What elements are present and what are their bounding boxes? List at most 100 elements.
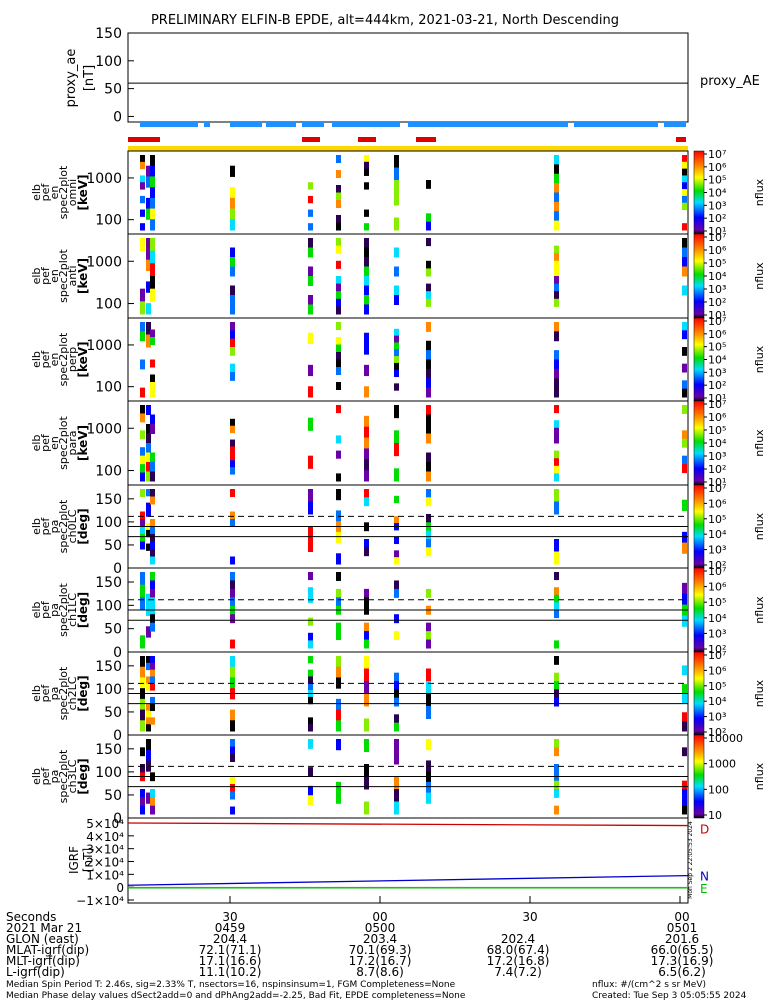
panel-yunit: [keV] xyxy=(76,258,90,294)
pa-ytick-label: 50 xyxy=(104,622,122,638)
spectrogram-cell xyxy=(308,724,313,732)
spectrogram-cell xyxy=(554,359,559,370)
panel-ylabel-line: en xyxy=(48,186,61,200)
spectrogram-cell xyxy=(426,514,431,523)
spectrogram-cell xyxy=(426,497,431,507)
spectrogram-cell xyxy=(364,718,369,732)
spectrogram-cell xyxy=(682,464,687,474)
spectrogram-cell xyxy=(554,489,559,502)
spectrogram-cell xyxy=(336,631,341,641)
spectrogram-cell xyxy=(554,739,559,748)
colorbar-label: nflux xyxy=(753,178,766,206)
spectrogram-cell xyxy=(150,572,155,581)
spectrogram-cell xyxy=(554,764,559,773)
spectrogram-cell xyxy=(682,499,687,511)
spin-status-bar xyxy=(408,122,568,127)
spectrogram-cell xyxy=(394,180,399,193)
spectrogram-cell xyxy=(394,588,399,598)
spectrogram-cell xyxy=(308,683,313,691)
spectrogram-cell xyxy=(682,195,687,204)
colorbar-tick-label: 10³ xyxy=(708,366,726,379)
spectrogram-cell xyxy=(364,285,369,296)
spectrogram-cell xyxy=(682,380,687,390)
colorbar-tick-label: 10⁴ xyxy=(708,437,727,450)
spectrogram-cell xyxy=(230,460,235,468)
spectrogram-cell xyxy=(146,405,151,415)
spectrogram-cell xyxy=(364,639,369,649)
spectrogram-cell xyxy=(682,721,687,732)
spectrogram-cell xyxy=(150,337,155,345)
spectrogram-cell xyxy=(230,295,235,305)
coverage-status-bar xyxy=(128,146,688,151)
spectrogram-cell xyxy=(364,776,369,790)
spectrogram-cell xyxy=(140,322,145,332)
spectrogram-cell xyxy=(682,330,687,340)
spectrogram-cell xyxy=(150,588,155,598)
axis-table-value: 0459 xyxy=(215,921,246,935)
spectrogram-cell xyxy=(230,165,235,177)
spectrogram-cell xyxy=(336,531,341,544)
spectrogram-cell xyxy=(336,553,341,565)
spectrogram-cell xyxy=(554,253,559,262)
spectrogram-cell xyxy=(426,213,431,223)
spectrogram-cell xyxy=(140,805,145,815)
energy-ytick-label: 1000 xyxy=(86,338,122,354)
spectrogram-cell xyxy=(682,780,687,790)
panel-ylabel-line: pef xyxy=(39,183,52,202)
spectrogram-cell xyxy=(230,453,235,461)
spectrogram-cell xyxy=(140,584,145,598)
spectrogram-cell xyxy=(336,276,341,285)
spectrogram-cell xyxy=(336,720,341,732)
spectrogram-cell xyxy=(336,352,341,360)
axis-table-value: 17.3(16.9) xyxy=(651,954,714,968)
energy-ytick-label: 100 xyxy=(95,297,122,313)
spectrogram-cell xyxy=(150,263,155,277)
spectrogram-cell xyxy=(364,182,369,190)
panel-ylabel-line: anti xyxy=(66,265,79,286)
axis-table-value: 30 xyxy=(222,910,237,924)
colorbar-tick-label: 100 xyxy=(708,783,729,796)
spectrogram-cell xyxy=(230,187,235,199)
colorbar-tick-label: 10 xyxy=(708,809,722,822)
spectrogram-cell xyxy=(682,797,687,807)
spectrogram-cell xyxy=(336,781,341,794)
colorbar-tick-label: 10¹ xyxy=(708,476,726,489)
colorbar xyxy=(693,484,705,569)
spectrogram-cell xyxy=(308,332,313,344)
spectrogram-cell xyxy=(554,387,559,398)
spectrogram-cell xyxy=(554,747,559,757)
spectrogram-cell xyxy=(230,266,235,277)
spectrogram-cell xyxy=(308,656,313,664)
pa-ytick-label: 150 xyxy=(95,575,122,591)
pa-ytick-label: 0 xyxy=(113,811,122,827)
spectrogram-cell xyxy=(150,805,155,815)
spectrogram-cell xyxy=(426,291,431,300)
spectrogram-cell xyxy=(682,161,687,170)
spectrogram-cell xyxy=(336,367,341,375)
spectrogram-cell xyxy=(308,526,313,540)
colorbar-tick-label: 10⁴ xyxy=(708,354,727,367)
spectrogram-cell xyxy=(554,610,559,619)
spectrogram-cell xyxy=(554,572,559,581)
spectrogram-cell xyxy=(140,223,145,231)
panel-ylabel-line: spec2plot xyxy=(57,249,70,303)
footer-spin-info: Median Spin Period T: 2.46s, sig=2.33% T… xyxy=(6,980,456,990)
panel-ylabel-line: spec2plot xyxy=(57,165,70,219)
proxy-ae-ytick-label: 50 xyxy=(104,82,122,98)
spectrogram-cell xyxy=(394,801,399,815)
spectrogram-frame xyxy=(127,150,689,235)
spectrogram-cell xyxy=(554,681,559,690)
spectrogram-cell xyxy=(394,516,399,524)
spin-status-bar xyxy=(332,122,400,127)
axis-table-value: 7.4(7.2) xyxy=(494,965,542,979)
spectrogram-cell xyxy=(364,547,369,557)
spectrogram-cell xyxy=(336,435,341,444)
spectrogram-cell xyxy=(336,597,341,607)
spectrogram-cell xyxy=(230,372,235,381)
spectrogram-cell xyxy=(150,797,155,807)
spectrogram-cell xyxy=(364,597,369,607)
spectrogram-cell xyxy=(394,495,399,504)
spectrogram-cell xyxy=(426,639,431,649)
panel-ylabel-line: pef xyxy=(39,266,52,285)
spectrogram-cell xyxy=(682,285,687,296)
